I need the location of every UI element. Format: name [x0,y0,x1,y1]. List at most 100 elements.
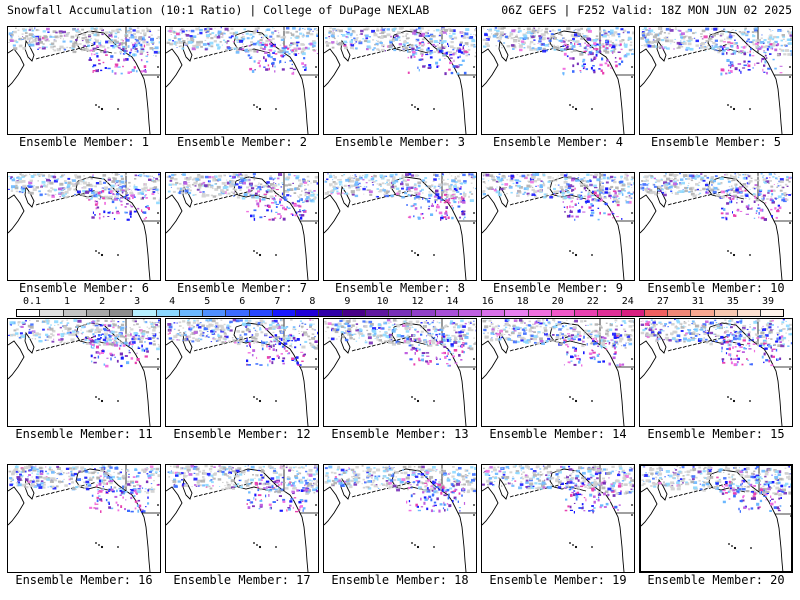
ensemble-member-map [7,26,161,135]
ensemble-member-map [323,172,477,281]
colorbar-tick-label: 20 [551,296,564,307]
ensemble-member-label: Ensemble Member: 3 [334,135,466,149]
colorbar-swatch [40,310,64,316]
ensemble-member-label: Ensemble Member: 18 [331,573,469,587]
colorbar-tick-label: 4 [169,296,176,307]
colorbar-tick-label: 1 [64,296,71,307]
ensemble-member-label: Ensemble Member: 7 [176,281,308,295]
ensemble-member-label: Ensemble Member: 8 [334,281,466,295]
ensemble-member-map [323,464,477,573]
ensemble-member-map [165,172,319,281]
colorbar-swatch [296,310,320,316]
ensemble-member-map [481,464,635,573]
colorbar-swatch [319,310,343,316]
ensemble-member-label: Ensemble Member: 9 [492,281,624,295]
ensemble-member-label: Ensemble Member: 10 [647,281,785,295]
colorbar-swatch [17,310,41,316]
colorbar-swatch [179,310,203,316]
colorbar-tick-label: 16 [481,296,494,307]
north-pacific-coastline-map [8,27,160,134]
colorbar-swatch [528,310,552,316]
colorbar-swatch [156,310,180,316]
ensemble-member-label: Ensemble Member: 12 [173,427,311,441]
colorbar-tick-label: 10 [376,296,389,307]
north-pacific-coastline-map [8,319,160,426]
ensemble-member-map [165,318,319,427]
colorbar-swatch [691,310,715,316]
north-pacific-coastline-map [640,27,792,134]
colorbar-swatch [249,310,273,316]
north-pacific-coastline-map [8,465,160,572]
ensemble-member-label: Ensemble Member: 6 [18,281,150,295]
ensemble-member-map [639,172,793,281]
colorbar-swatch [598,310,622,316]
colorbar-swatch [389,310,413,316]
north-pacific-coastline-map [640,319,792,426]
colorbar-tick-label: 3 [134,296,141,307]
north-pacific-coastline-map [166,27,318,134]
north-pacific-coastline-map [324,27,476,134]
colorbar-tick-label: 27 [656,296,669,307]
colorbar-labels: 0.1 1 2 3 4 5 6 7 8 9 10 12 14 16 18 20 22 24 27 31 35 39 [16,296,784,308]
ensemble-member-label: Ensemble Member: 17 [173,573,311,587]
colorbar-tick-label: 7 [274,296,281,307]
colorbar-swatch [505,310,529,316]
colorbar-swatch [412,310,436,316]
colorbar-swatch [668,310,692,316]
ensemble-member-map [639,318,793,427]
colorbar-swatch [761,310,784,316]
colorbar-swatch [435,310,459,316]
north-pacific-coastline-map [8,173,160,280]
colorbar-tick-label: 9 [344,296,351,307]
colorbar-swatch [110,310,134,316]
ensemble-member-label: Ensemble Member: 19 [489,573,627,587]
ensemble-member-label: Ensemble Member: 13 [331,427,469,441]
ensemble-member-map [7,172,161,281]
ensemble-member-map [323,26,477,135]
colorbar-tick-label: 0.1 [22,296,42,307]
colorbar-tick-label: 39 [761,296,775,307]
colorbar-swatch [203,310,227,316]
north-pacific-coastline-map [324,319,476,426]
ensemble-member-map [7,464,161,573]
ensemble-member-map [639,464,793,573]
colorbar-swatch [342,310,366,316]
ensemble-member-map [7,318,161,427]
ensemble-member-label: Ensemble Member: 5 [650,135,782,149]
colorbar-swatch [272,310,296,316]
colorbar-swatch [365,310,389,316]
north-pacific-coastline-map [482,319,634,426]
colorbar-swatch [482,310,506,316]
colorbar-swatch [63,310,87,316]
colorbar-tick-label: 6 [239,296,246,307]
north-pacific-coastline-map [166,465,318,572]
colorbar-swatch [575,310,599,316]
colorbar-swatch [621,310,645,316]
colorbar-swatch [714,310,738,316]
ensemble-member-label: Ensemble Member: 4 [492,135,624,149]
ensemble-member-map [323,318,477,427]
ensemble-member-label: Ensemble Member: 20 [647,573,785,587]
north-pacific-coastline-map [640,173,792,280]
ensemble-member-map [481,26,635,135]
north-pacific-coastline-map [482,173,634,280]
ensemble-member-label: Ensemble Member: 14 [489,427,627,441]
colorbar-swatch [644,310,668,316]
colorbar-tick-label: 35 [726,296,739,307]
north-pacific-coastline-map [482,465,634,572]
colorbar-swatch [86,310,110,316]
ensemble-member-label: Ensemble Member: 11 [15,427,153,441]
ensemble-member-map [165,26,319,135]
ensemble-member-map [165,464,319,573]
colorbar-tick-label: 12 [411,296,424,307]
north-pacific-coastline-map [166,319,318,426]
ensemble-member-label: Ensemble Member: 1 [18,135,150,149]
ensemble-member-map [481,318,635,427]
colorbar-tick-label: 5 [204,296,211,307]
north-pacific-coastline-map [324,465,476,572]
colorbar-swatch [458,310,482,316]
chart-title: Snowfall Accumulation (10:1 Ratio) | Col… [7,3,430,17]
colorbar-tick-label: 2 [99,296,106,307]
north-pacific-coastline-map [482,27,634,134]
colorbar-tick-label: 8 [309,296,316,307]
